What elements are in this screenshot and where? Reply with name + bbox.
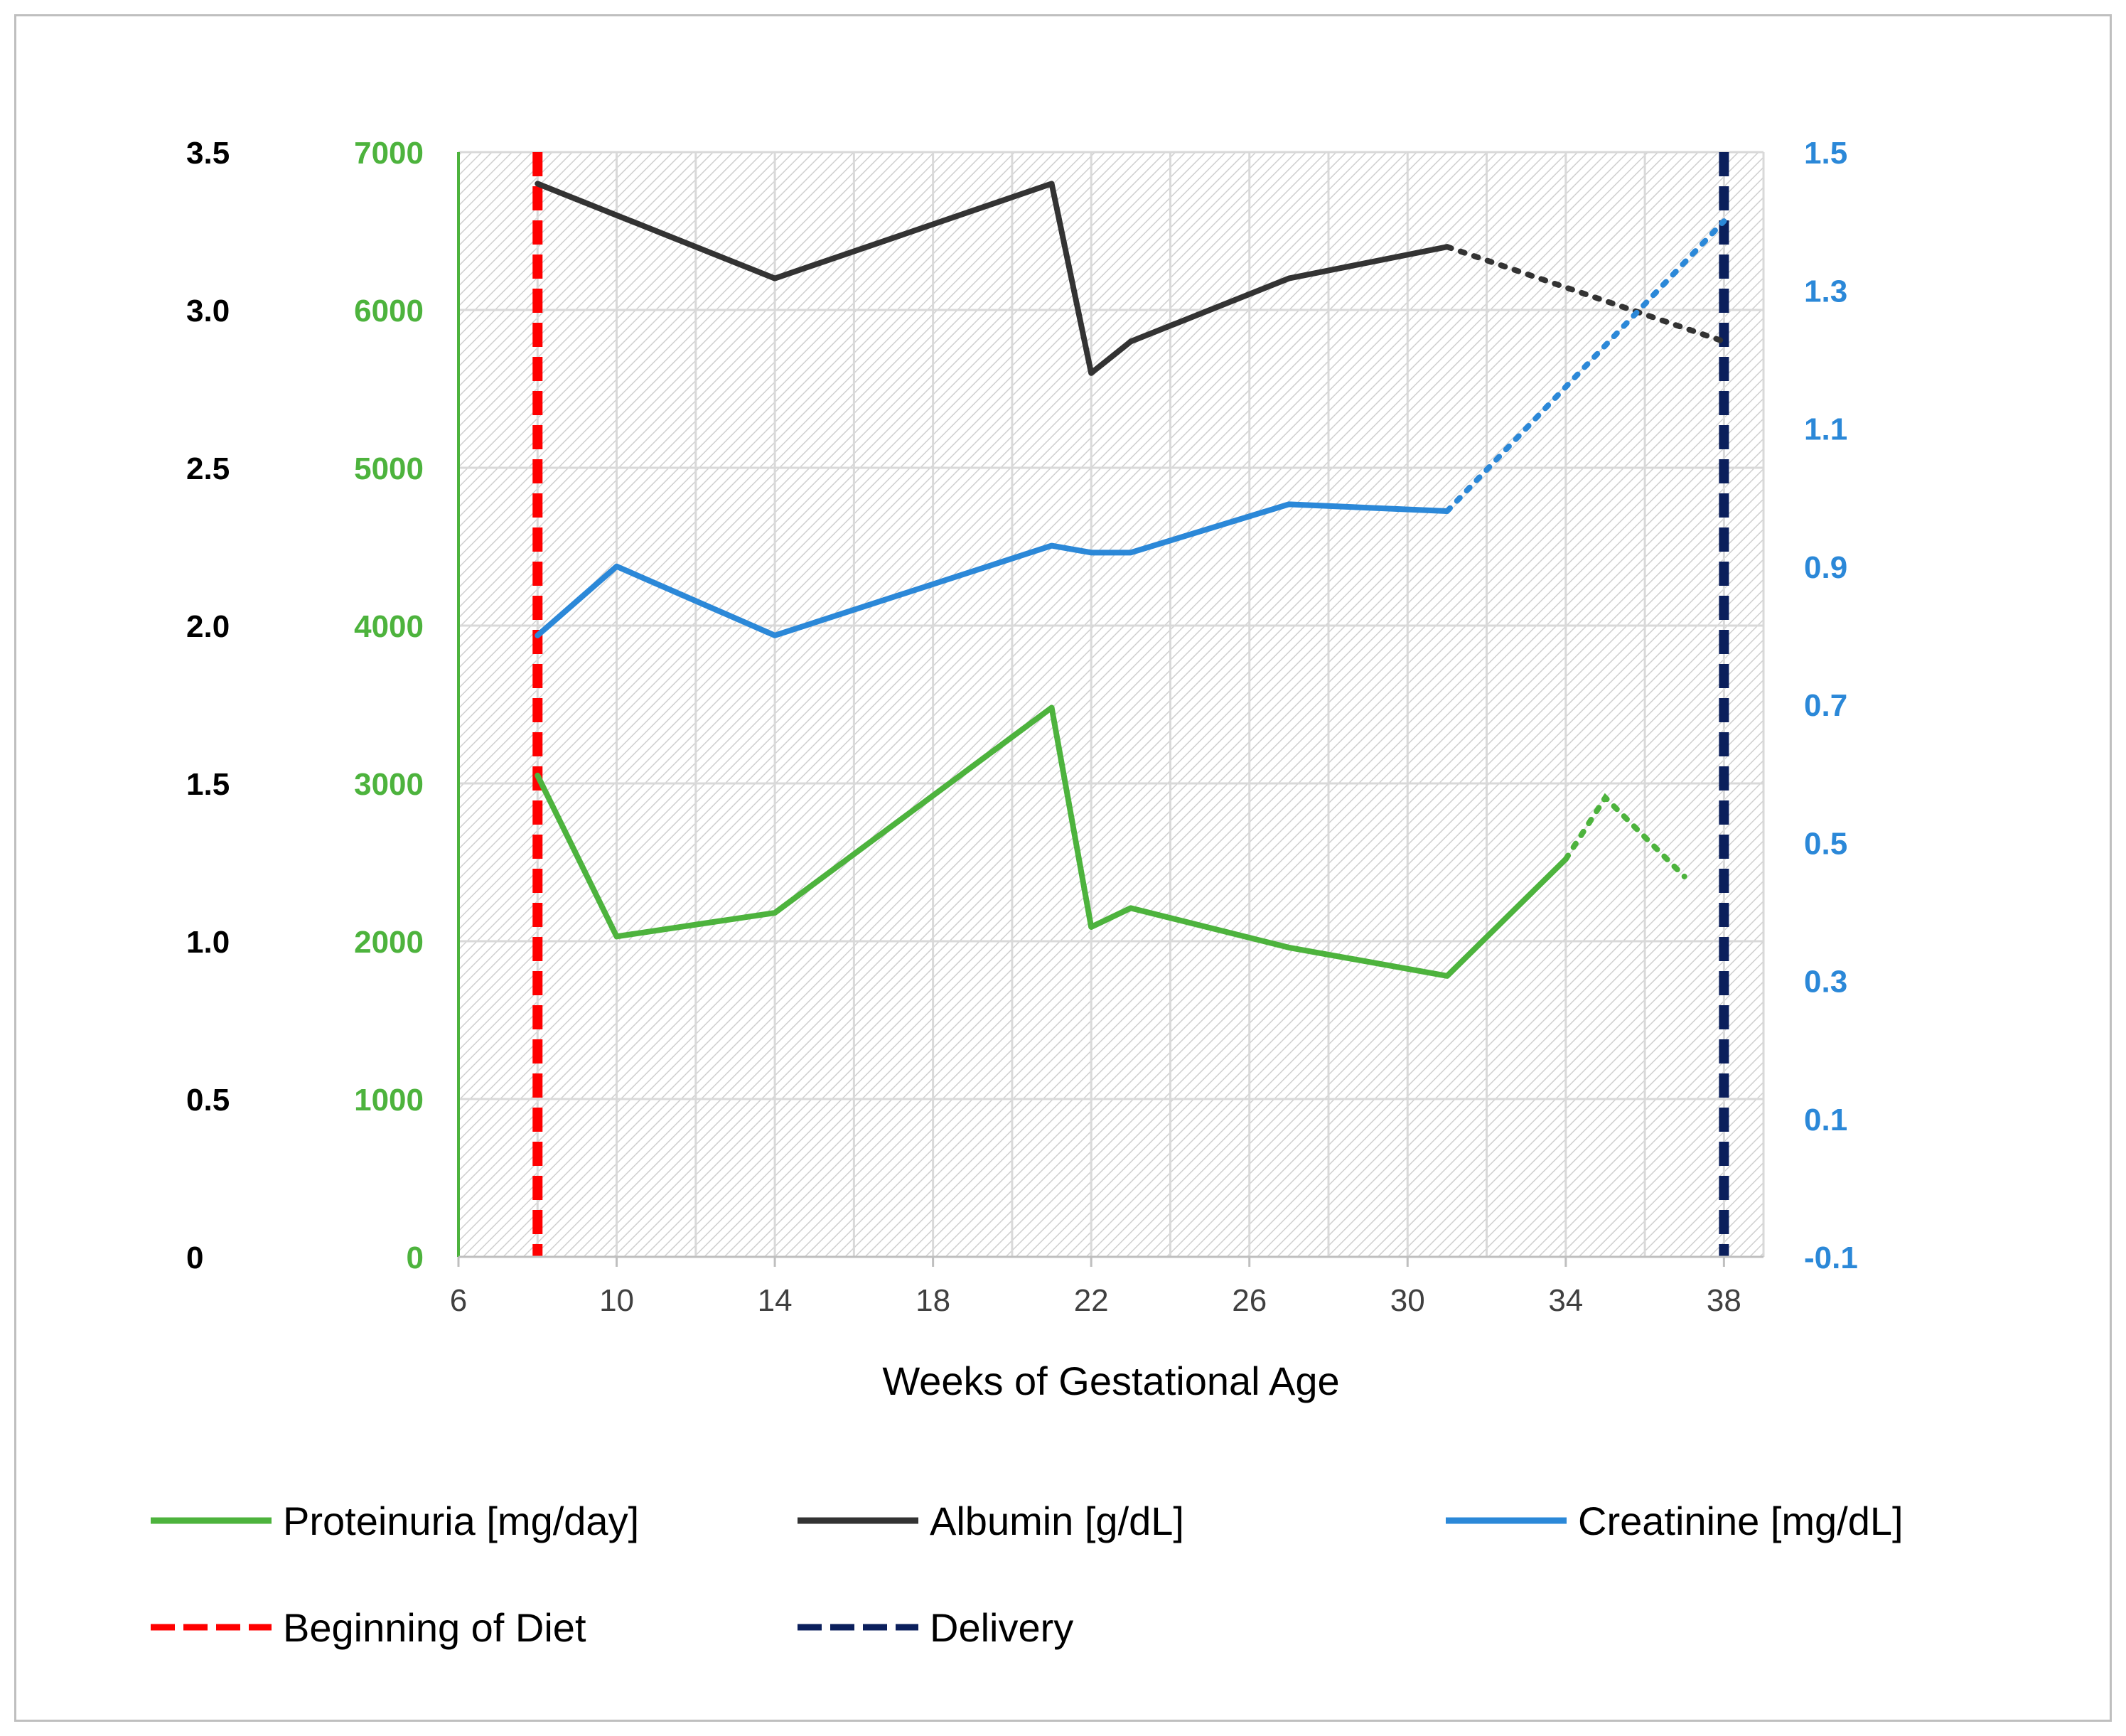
y-tick-label-proteinuria: 6000	[354, 294, 424, 328]
y-tick-label-albumin: 1.5	[186, 767, 230, 802]
plot-area	[458, 152, 1763, 1257]
y-tick-label-creatinine: 0.1	[1804, 1103, 1847, 1137]
y-tick-label-albumin: 2.5	[186, 451, 230, 486]
y-tick-label-proteinuria: 0	[407, 1241, 424, 1275]
y-tick-label-creatinine: 1.5	[1804, 136, 1847, 171]
y-tick-label-albumin: 0.5	[186, 1083, 230, 1118]
y-tick-label-proteinuria: 4000	[354, 609, 424, 644]
legend: Proteinuria [mg/day] Albumin [g/dL] Creati…	[151, 1499, 1904, 1650]
y-tick-label-creatinine: 0.9	[1804, 550, 1847, 585]
y-tick-label-creatinine: 0.3	[1804, 965, 1847, 1000]
series-line-creatinine	[535, 501, 1450, 638]
y-tick-label-proteinuria: 1000	[354, 1083, 424, 1118]
legend-label-beginning: Beginning of Diet	[283, 1605, 586, 1650]
y-tick-label-albumin: 2.0	[186, 609, 230, 644]
x-tick-label: 6	[450, 1283, 467, 1318]
x-tick-label: 22	[1074, 1283, 1109, 1318]
series-projection-proteinuria	[1562, 793, 1687, 879]
legend-label-delivery: Delivery	[930, 1605, 1073, 1650]
y-tick-label-proteinuria: 3000	[354, 767, 424, 802]
x-tick-label: 30	[1390, 1283, 1425, 1318]
series-lines	[535, 181, 1727, 979]
y-tick-label-albumin: 3.5	[186, 136, 230, 171]
x-tick-label: 38	[1707, 1283, 1741, 1318]
x-tick-label: 26	[1232, 1283, 1267, 1318]
y-tick-label-albumin: 3.0	[186, 294, 230, 328]
y-tick-label-creatinine: 1.1	[1804, 412, 1847, 447]
y-tick-label-creatinine: 0.5	[1804, 826, 1847, 861]
legend-label-creatinine: Creatinine [mg/dL]	[1578, 1499, 1904, 1543]
y-tick-label-proteinuria: 5000	[354, 451, 424, 486]
series-projection-creatinine	[1444, 218, 1727, 515]
x-tick-label: 14	[758, 1283, 793, 1318]
x-tick-label: 10	[599, 1283, 634, 1318]
x-tick-label: 34	[1548, 1283, 1583, 1318]
x-tick-label: 18	[916, 1283, 950, 1318]
series-line-albumin	[535, 181, 1450, 376]
vertical-markers	[532, 152, 1729, 1257]
y-tick-label-proteinuria: 2000	[354, 925, 424, 960]
y-tick-label-creatinine: 0.7	[1804, 688, 1847, 723]
axes: 6 10 14 18 22 26 30 34 38 0 0.5 1.0 1.5 2.0 2.5 3.0 3.5 0…	[186, 136, 1858, 1318]
y-tick-label-albumin: 1.0	[186, 925, 230, 960]
x-axis-title: Weeks of Gestational Age	[882, 1359, 1339, 1403]
y-tick-label-proteinuria: 7000	[354, 136, 424, 171]
y-tick-label-creatinine: 1.3	[1804, 274, 1847, 309]
y-tick-label-albumin: 0	[186, 1241, 203, 1275]
y-tick-label-creatinine: -0.1	[1804, 1241, 1858, 1275]
legend-label-proteinuria: Proteinuria [mg/day]	[283, 1499, 639, 1543]
legend-label-albumin: Albumin [g/dL]	[930, 1499, 1184, 1543]
series-projection-albumin	[1444, 244, 1727, 345]
series-line-proteinuria	[535, 704, 1569, 979]
